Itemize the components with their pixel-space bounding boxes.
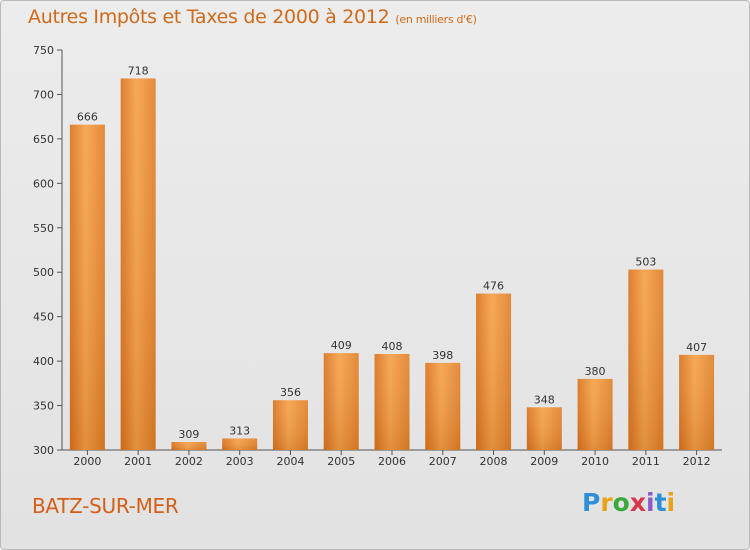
title-unit: (en milliers d'€) bbox=[395, 13, 477, 26]
bar-shade bbox=[425, 362, 461, 450]
x-tick-label: 2006 bbox=[378, 455, 406, 468]
bar-value-label: 476 bbox=[483, 280, 504, 293]
x-tick-label: 2011 bbox=[632, 455, 660, 468]
bar-shade bbox=[69, 124, 105, 451]
y-tick-label: 650 bbox=[33, 133, 54, 146]
title-text: Autres Impôts et Taxes de 2000 à 2012 bbox=[28, 6, 390, 28]
chart-axes: 300 350 400 450 500 550 600 650 700 750 2000 2001 20… bbox=[33, 44, 722, 468]
bar-shade bbox=[476, 293, 512, 450]
bar-value-label: 356 bbox=[280, 386, 301, 399]
bar-shade bbox=[679, 354, 715, 450]
bar-shade bbox=[577, 378, 613, 450]
chart-bars bbox=[69, 78, 715, 451]
chart-title: Autres Impôts et Taxes de 2000 à 2012 (en… bbox=[28, 6, 477, 28]
x-tick-label: 2002 bbox=[175, 455, 203, 468]
x-tick-label: 2004 bbox=[276, 455, 304, 468]
bar-shade bbox=[272, 400, 308, 450]
bar-shade bbox=[628, 269, 664, 450]
logo-letter: o bbox=[612, 488, 630, 517]
y-tick-label: 700 bbox=[33, 88, 54, 101]
bar-value-label: 408 bbox=[382, 340, 403, 353]
y-tick-label: 500 bbox=[33, 266, 54, 279]
y-tick-label: 750 bbox=[33, 44, 54, 57]
location-name: BATZ-SUR-MER bbox=[32, 494, 179, 518]
bar-value-label: 409 bbox=[331, 339, 352, 352]
bar-shade bbox=[222, 438, 258, 450]
x-tick-label: 2009 bbox=[530, 455, 558, 468]
y-tick-label: 450 bbox=[33, 311, 54, 324]
chart-labels: 666 718 309 313 356 409 408 398 476 348 380 503 407 bbox=[77, 64, 707, 441]
logo-letter: i bbox=[666, 488, 676, 517]
bar-value-label: 398 bbox=[432, 349, 453, 362]
bar-value-label: 309 bbox=[178, 428, 199, 441]
y-tick-label: 550 bbox=[33, 222, 54, 235]
logo-letter: t bbox=[654, 488, 667, 517]
bar-value-label: 348 bbox=[534, 393, 555, 406]
logo-letter: r bbox=[600, 488, 613, 517]
y-tick-label: 400 bbox=[33, 355, 54, 368]
bar-value-label: 380 bbox=[585, 365, 606, 378]
x-tick-label: 2005 bbox=[327, 455, 355, 468]
bar-value-label: 503 bbox=[635, 256, 656, 269]
proxiti-logo: Proxiti bbox=[582, 488, 675, 517]
x-tick-label: 2012 bbox=[683, 455, 711, 468]
x-tick-label: 2000 bbox=[73, 455, 101, 468]
x-tick-label: 2003 bbox=[226, 455, 254, 468]
bar-shade bbox=[120, 78, 156, 450]
logo-letter: x bbox=[629, 488, 646, 517]
bar-shade bbox=[374, 354, 410, 450]
x-tick-label: 2010 bbox=[581, 455, 609, 468]
logo-letter: i bbox=[646, 488, 655, 517]
bar-value-label: 313 bbox=[229, 424, 250, 437]
bar-shade bbox=[526, 407, 562, 450]
bar-shade bbox=[323, 353, 359, 450]
bar-value-label: 407 bbox=[686, 341, 707, 354]
logo-letter: P bbox=[582, 488, 601, 517]
x-tick-label: 2007 bbox=[429, 455, 457, 468]
y-tick-label: 600 bbox=[33, 177, 54, 190]
bar-shade bbox=[171, 442, 207, 450]
y-tick-label: 350 bbox=[33, 400, 54, 413]
x-tick-label: 2008 bbox=[480, 455, 508, 468]
bar-value-label: 718 bbox=[128, 64, 149, 77]
y-tick-label: 300 bbox=[33, 444, 54, 457]
bar-value-label: 666 bbox=[77, 111, 98, 124]
x-tick-label: 2001 bbox=[124, 455, 152, 468]
